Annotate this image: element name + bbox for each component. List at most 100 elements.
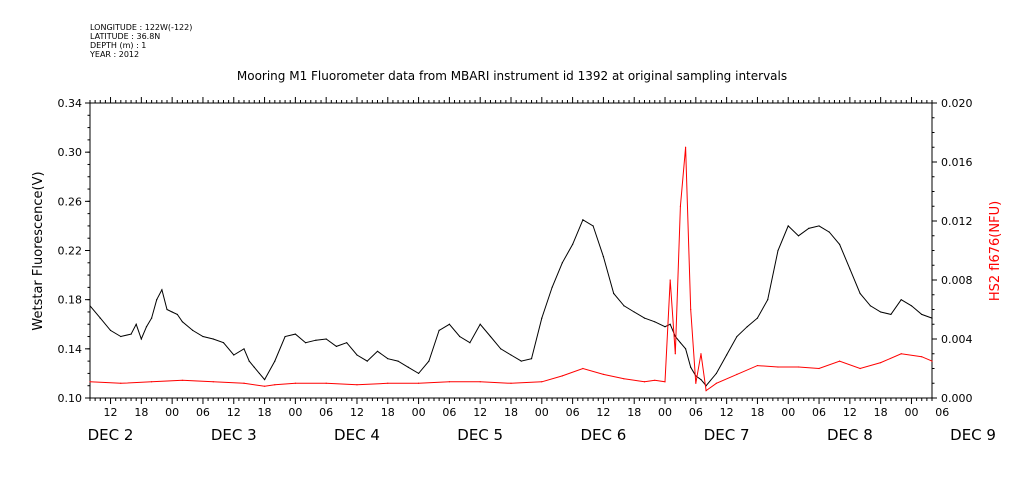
data-point-hs2 — [880, 362, 882, 364]
data-point-wetstar — [294, 333, 296, 335]
data-point-hs2 — [561, 375, 563, 377]
data-point-hs2 — [674, 353, 676, 355]
y-right-tick-label: 0.020 — [941, 97, 973, 110]
data-point-wetstar — [202, 335, 204, 338]
y-left-tick-label: 0.18 — [58, 294, 83, 307]
data-point-wetstar — [900, 299, 902, 301]
data-point-hs2 — [181, 379, 184, 381]
data-point-hs2 — [541, 381, 543, 383]
data-point-wetstar — [181, 321, 184, 323]
series-line-hs2 — [89, 147, 933, 392]
x-hour-label: 06 — [566, 406, 580, 419]
data-point-wetstar — [726, 354, 728, 356]
data-point-wetstar — [700, 378, 702, 381]
data-point-wetstar — [921, 313, 923, 316]
data-point-hs2 — [294, 382, 296, 384]
data-point-wetstar — [643, 317, 646, 319]
data-point-wetstar — [376, 350, 379, 352]
x-hour-label: 18 — [134, 406, 148, 419]
data-point-wetstar — [690, 366, 692, 368]
x-hour-label: 12 — [720, 406, 734, 419]
data-point-wetstar — [746, 326, 748, 328]
data-point-wetstar — [684, 348, 687, 350]
data-point-wetstar — [253, 366, 255, 368]
data-point-wetstar — [315, 339, 317, 341]
x-hour-label: 00 — [904, 406, 918, 419]
data-point-hs2 — [669, 279, 671, 281]
data-point-wetstar — [910, 305, 913, 307]
data-point-wetstar — [305, 342, 307, 344]
x-hour-label: 12 — [596, 406, 610, 419]
data-point-wetstar — [489, 335, 492, 338]
data-point-wetstar — [161, 289, 163, 291]
data-point-wetstar — [258, 372, 261, 375]
data-point-hs2 — [797, 366, 800, 368]
data-point-wetstar — [828, 231, 830, 233]
data-point-hs2 — [623, 378, 625, 380]
chart-title: Mooring M1 Fluorometer data from MBARI i… — [237, 69, 787, 83]
x-day-label: DEC 5 — [457, 426, 503, 444]
x-hour-label: 00 — [535, 406, 549, 419]
data-point-wetstar — [679, 342, 682, 344]
data-point-wetstar — [849, 268, 851, 270]
data-point-hs2 — [838, 360, 841, 362]
data-point-wetstar — [582, 219, 584, 221]
data-point-wetstar — [777, 249, 779, 252]
data-point-wetstar — [869, 305, 871, 307]
data-point-wetstar — [500, 348, 502, 350]
x-hour-label: 00 — [412, 406, 426, 419]
meta-latitude: LATITUDE : 36.8N — [90, 32, 160, 41]
x-hour-label: 12 — [350, 406, 364, 419]
data-point-hs2 — [212, 381, 214, 383]
data-point-hs2 — [859, 367, 861, 370]
data-point-wetstar — [931, 317, 933, 319]
data-point-hs2 — [705, 390, 707, 392]
x-hour-label: 00 — [165, 406, 179, 419]
data-point-wetstar — [808, 227, 810, 229]
data-point-hs2 — [684, 146, 687, 148]
data-point-wetstar — [890, 313, 892, 316]
data-point-hs2 — [931, 360, 933, 362]
data-point-hs2 — [582, 367, 584, 370]
x-hour-label: 12 — [473, 406, 487, 419]
data-point-wetstar — [335, 345, 338, 347]
data-point-wetstar — [151, 317, 153, 319]
y-left-tick-label: 0.34 — [58, 97, 83, 110]
y-right-tick-label: 0.016 — [941, 156, 973, 169]
data-point-hs2 — [387, 382, 389, 384]
y-right-tick-label: 0.004 — [941, 333, 973, 346]
data-point-wetstar — [880, 311, 882, 313]
x-hour-label: 18 — [750, 406, 764, 419]
y-left-tick-label: 0.26 — [58, 195, 83, 208]
x-hour-label: 18 — [874, 406, 888, 419]
data-point-wetstar — [145, 326, 148, 328]
data-point-hs2 — [756, 364, 759, 367]
x-hour-label: 00 — [658, 406, 672, 419]
data-point-wetstar — [541, 317, 543, 319]
data-point-wetstar — [284, 335, 286, 338]
x-hour-label: 12 — [227, 406, 241, 419]
data-point-wetstar — [166, 308, 168, 311]
data-point-hs2 — [479, 381, 481, 383]
data-point-hs2 — [263, 385, 266, 387]
data-point-hs2 — [736, 373, 738, 375]
data-point-wetstar — [736, 335, 738, 338]
data-point-hs2 — [643, 381, 646, 383]
data-point-wetstar — [397, 360, 399, 362]
data-point-wetstar — [756, 317, 759, 319]
data-point-hs2 — [664, 381, 666, 383]
data-point-wetstar — [130, 333, 132, 335]
meta-year: YEAR : 2012 — [89, 50, 139, 59]
data-point-wetstar — [89, 305, 91, 307]
data-point-wetstar — [602, 256, 605, 258]
data-point-hs2 — [325, 382, 327, 384]
y-left-tick-label: 0.10 — [58, 392, 83, 405]
data-point-wetstar — [551, 286, 553, 288]
x-hour-label: 06 — [812, 406, 826, 419]
data-point-wetstar — [438, 329, 440, 331]
data-point-hs2 — [417, 382, 420, 384]
y-right-tick-label: 0.012 — [941, 215, 973, 228]
x-hour-label: 06 — [196, 406, 210, 419]
x-hour-label: 18 — [258, 406, 272, 419]
